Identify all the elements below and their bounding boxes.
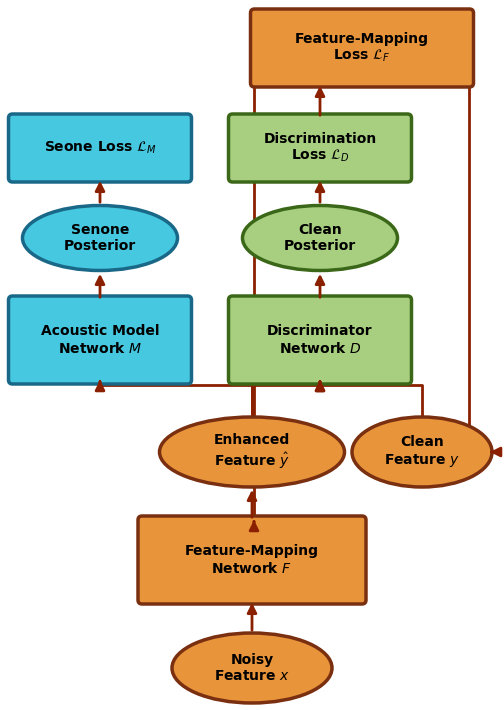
Text: Clean
Feature $y$: Clean Feature $y$: [384, 435, 460, 469]
Text: Seone Loss $\mathcal{L}_M$: Seone Loss $\mathcal{L}_M$: [44, 140, 156, 156]
Text: Discrimination
Loss $\mathcal{L}_D$: Discrimination Loss $\mathcal{L}_D$: [264, 131, 376, 165]
Ellipse shape: [242, 205, 398, 271]
FancyBboxPatch shape: [138, 516, 366, 604]
Text: Noisy
Feature $x$: Noisy Feature $x$: [214, 653, 290, 683]
Text: Senone
Posterior: Senone Posterior: [64, 223, 136, 253]
FancyBboxPatch shape: [228, 114, 411, 182]
Text: Enhanced
Feature $\hat{y}$: Enhanced Feature $\hat{y}$: [214, 433, 290, 471]
Ellipse shape: [172, 633, 332, 703]
Text: Discriminator
Network $D$: Discriminator Network $D$: [267, 324, 373, 356]
FancyBboxPatch shape: [250, 9, 473, 87]
Text: Clean
Posterior: Clean Posterior: [284, 223, 356, 253]
Ellipse shape: [159, 417, 345, 487]
Text: Acoustic Model
Network $M$: Acoustic Model Network $M$: [41, 324, 159, 356]
Text: Feature-Mapping
Loss $\mathcal{L}_F$: Feature-Mapping Loss $\mathcal{L}_F$: [295, 32, 429, 65]
FancyBboxPatch shape: [9, 114, 192, 182]
FancyBboxPatch shape: [228, 296, 411, 384]
Ellipse shape: [23, 205, 177, 271]
Ellipse shape: [352, 417, 492, 487]
Text: Feature-Mapping
Network $F$: Feature-Mapping Network $F$: [185, 545, 319, 576]
FancyBboxPatch shape: [9, 296, 192, 384]
